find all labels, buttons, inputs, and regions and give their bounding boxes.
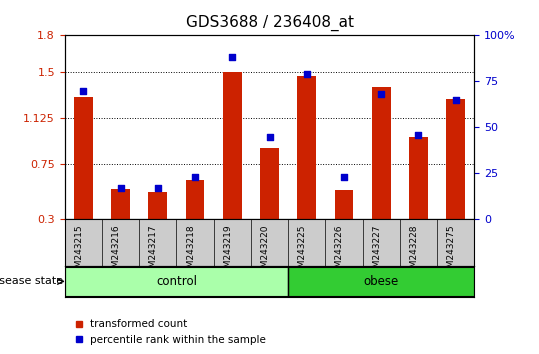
Text: GSM243275: GSM243275 bbox=[447, 224, 455, 279]
Text: GSM243218: GSM243218 bbox=[186, 224, 195, 279]
Text: GSM243225: GSM243225 bbox=[298, 224, 307, 279]
Bar bbox=[74, 97, 93, 219]
Bar bbox=[223, 72, 241, 219]
Point bbox=[191, 174, 199, 180]
Text: GSM243215: GSM243215 bbox=[74, 224, 84, 279]
Text: GSM243220: GSM243220 bbox=[260, 224, 270, 279]
Point bbox=[154, 185, 162, 191]
Text: GSM243227: GSM243227 bbox=[372, 224, 381, 279]
Bar bbox=[372, 87, 391, 219]
Point bbox=[228, 55, 237, 60]
Point bbox=[79, 88, 88, 93]
Bar bbox=[186, 180, 204, 219]
Text: control: control bbox=[156, 275, 197, 288]
Bar bbox=[260, 148, 279, 219]
Text: GSM243228: GSM243228 bbox=[410, 224, 418, 279]
Title: GDS3688 / 236408_at: GDS3688 / 236408_at bbox=[185, 15, 354, 31]
Text: GSM243217: GSM243217 bbox=[149, 224, 158, 279]
Bar bbox=[446, 99, 465, 219]
Legend: transformed count, percentile rank within the sample: transformed count, percentile rank withi… bbox=[70, 315, 270, 349]
Text: disease state: disease state bbox=[0, 276, 63, 286]
FancyBboxPatch shape bbox=[65, 267, 288, 296]
Point bbox=[377, 91, 385, 97]
Text: GSM243219: GSM243219 bbox=[223, 224, 232, 279]
Text: GSM243226: GSM243226 bbox=[335, 224, 344, 279]
Point bbox=[340, 174, 348, 180]
Point bbox=[302, 71, 311, 77]
Point bbox=[265, 134, 274, 139]
FancyBboxPatch shape bbox=[288, 267, 474, 296]
Bar bbox=[335, 190, 353, 219]
Point bbox=[414, 132, 423, 138]
Bar bbox=[409, 137, 428, 219]
Bar bbox=[298, 76, 316, 219]
Bar bbox=[148, 193, 167, 219]
Text: GSM243216: GSM243216 bbox=[112, 224, 121, 279]
Text: obese: obese bbox=[364, 275, 399, 288]
Point bbox=[116, 185, 125, 191]
Point bbox=[451, 97, 460, 103]
Bar bbox=[111, 189, 130, 219]
